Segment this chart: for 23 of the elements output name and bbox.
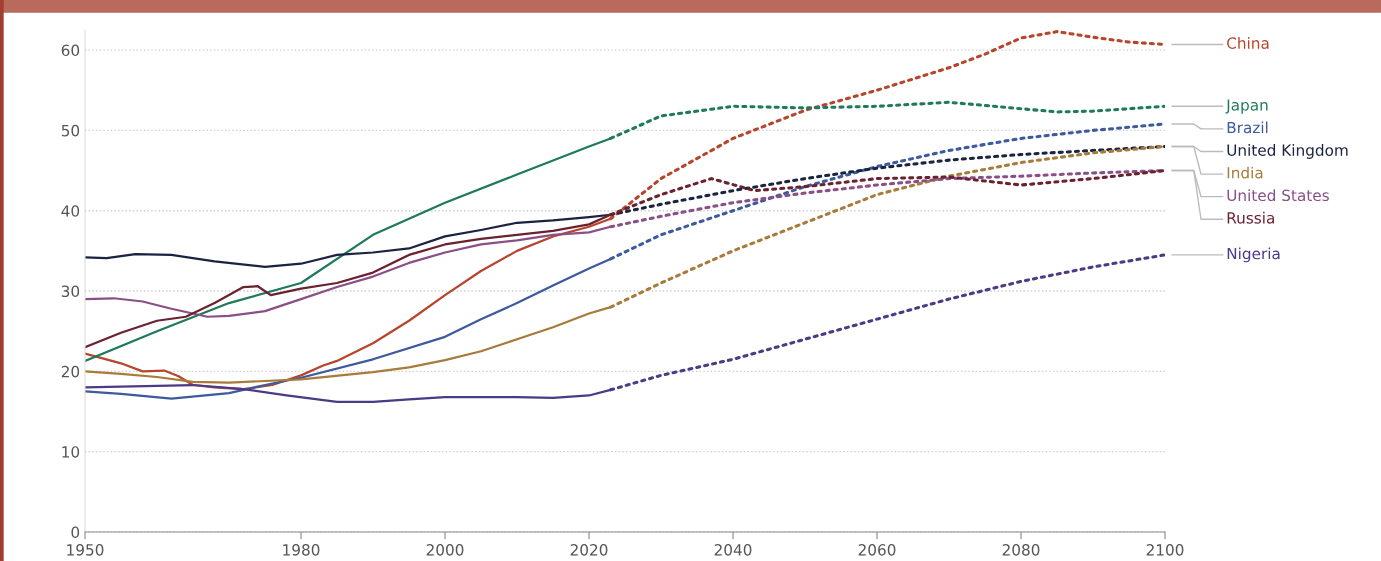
text: Japan	[1225, 99, 1268, 114]
text: Russia	[1227, 211, 1274, 224]
y-tick-label: 30	[61, 285, 80, 298]
y-tick-label: 40	[61, 205, 80, 217]
y-tick-label: 60	[61, 44, 80, 57]
text: United States	[1227, 189, 1329, 202]
y-tick-label: 50	[61, 124, 80, 137]
y-tick-label: 0	[71, 526, 80, 539]
text: China	[1227, 37, 1269, 49]
text: Nigeria	[1227, 247, 1280, 263]
text: Brazil	[1227, 121, 1268, 134]
x-tick-label: 2040	[714, 544, 752, 556]
x-tick-label: 2080	[1002, 544, 1040, 556]
text: India	[1227, 166, 1263, 179]
x-tick-label: 1980	[283, 544, 320, 556]
text: United Kingdom	[1227, 144, 1348, 159]
y-tick-label: 20	[61, 365, 80, 378]
x-tick-label: 2060	[858, 544, 896, 556]
x-tick-label: 2020	[570, 544, 608, 556]
y-tick-label: 10	[62, 446, 80, 458]
x-tick-label: 2000	[426, 544, 464, 556]
x-tick-label: 2100	[1146, 544, 1184, 556]
x-tick-label: 1950	[67, 544, 104, 556]
